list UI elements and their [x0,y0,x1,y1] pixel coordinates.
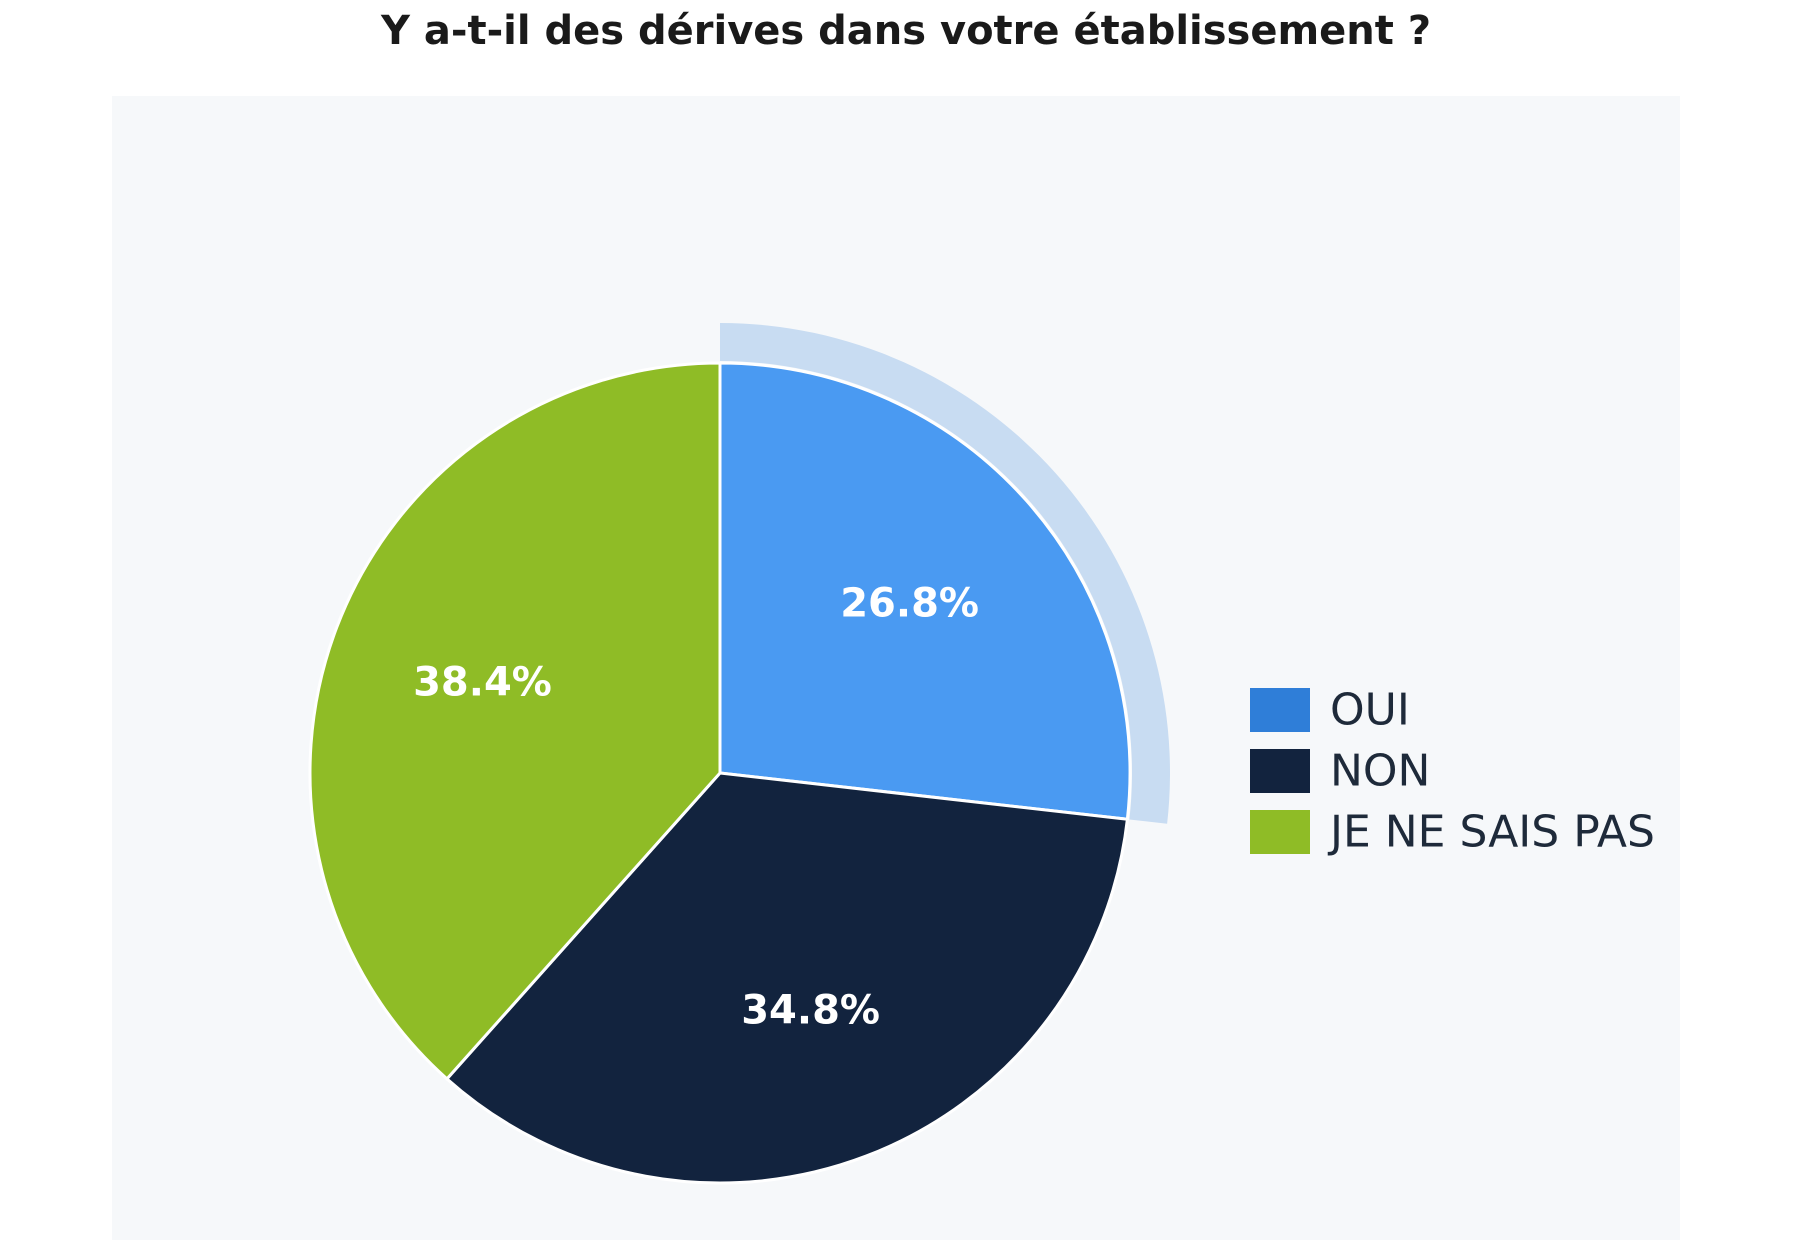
legend-item-non[interactable]: NON [1250,746,1430,797]
chart-title: Y a-t-il des dérives dans votre établiss… [380,8,1432,54]
pie-slice-non[interactable] [445,771,1129,1185]
legend-label-non: NON [1330,746,1430,797]
legend-swatch-oui [1250,688,1310,732]
legend: OUI NON JE NE SAIS PAS [1250,685,1655,858]
legend-swatch-non [1250,749,1310,793]
legend-label-je-ne-sais-pas: JE NE SAIS PAS [1327,807,1655,858]
legend-swatch-je-ne-sais-pas [1250,810,1310,854]
pie-slice-je-ne-sais-pas[interactable] [308,361,722,1081]
pie-label-oui: 26.8% [840,581,979,627]
pie-highlight-oui [720,323,1171,824]
legend-item-je-ne-sais-pas[interactable]: JE NE SAIS PAS [1250,807,1655,858]
pie-label-je-ne-sais-pas: 38.4% [413,659,552,705]
legend-item-oui[interactable]: OUI [1250,685,1410,736]
pie-slice-oui[interactable] [718,361,1132,821]
pie-label-non: 34.8% [741,988,880,1034]
legend-label-oui: OUI [1330,685,1410,736]
